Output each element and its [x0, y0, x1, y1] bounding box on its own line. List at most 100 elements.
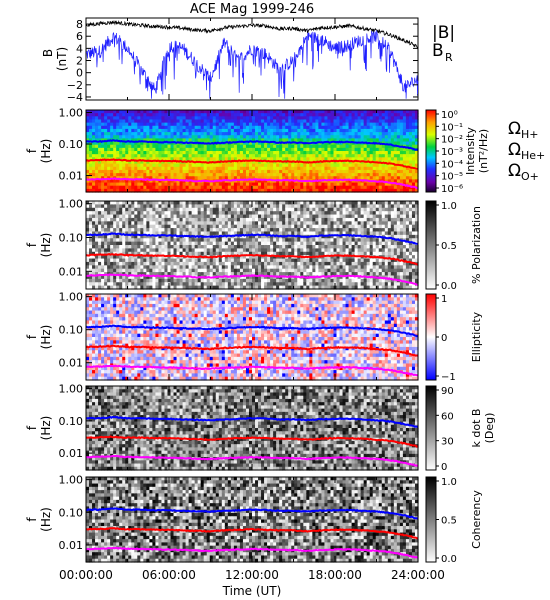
spectrogram-cell — [122, 179, 126, 184]
spectrogram-cell — [104, 160, 108, 165]
spectrogram-cell — [101, 122, 105, 127]
spectrogram-cell — [137, 119, 141, 124]
spectrogram-cell — [95, 128, 99, 133]
spectrogram-cell — [137, 125, 141, 130]
spectrogram-cell — [110, 135, 114, 139]
spectrogram-cell — [137, 147, 141, 152]
spectrogram-cell — [98, 125, 102, 130]
spectrogram-cell — [122, 151, 126, 155]
b-total-series-line — [85, 19, 419, 50]
spectrogram-cell — [92, 110, 96, 114]
spectrogram-cell — [89, 125, 93, 130]
spectrogram-cell — [137, 144, 141, 149]
spectrogram-cell — [113, 166, 117, 171]
spectrogram-cell — [131, 157, 135, 162]
spectrogram-cell — [95, 185, 99, 190]
spectrogram-cell — [119, 132, 123, 136]
spectrogram-cell — [95, 119, 99, 124]
spectrogram-cell — [128, 135, 132, 139]
y-tick-label: 0.10 — [59, 138, 84, 151]
spectrogram-cell — [104, 147, 108, 152]
spectrogram-cell — [101, 176, 105, 180]
spectrogram-cell — [98, 110, 102, 114]
spectrogram-cell — [110, 179, 114, 184]
spectrogram-cell — [137, 185, 141, 190]
spectrogram-cell — [113, 147, 117, 152]
spectrogram-cell — [125, 151, 129, 155]
spectrogram-cell — [140, 128, 144, 133]
spectrogram-cell — [92, 179, 96, 184]
spectrogram-cell — [116, 110, 120, 114]
panel-ylabel-unit: (Hz) — [39, 139, 53, 164]
spectrogram-cell — [110, 154, 114, 158]
spectrogram-cell — [134, 135, 138, 139]
legend-br: B — [432, 41, 444, 61]
spectrogram-cell — [95, 116, 99, 121]
spectrogram-cell — [98, 188, 102, 193]
spectrogram-cell — [110, 110, 114, 114]
spectrogram-cell — [95, 144, 99, 149]
spectrogram-cell — [104, 132, 108, 136]
spectrogram-cell — [104, 151, 108, 155]
spectrogram-cell — [119, 122, 123, 127]
spectrogram-cell — [95, 141, 99, 146]
spectrogram-cell — [113, 128, 117, 133]
spectrogram-cell — [86, 119, 90, 124]
spectrogram-cell — [140, 125, 144, 130]
spectrogram-cell — [122, 128, 126, 133]
spectrogram-cell — [110, 119, 114, 124]
spectrogram-cell — [131, 173, 135, 177]
spectrogram-cell — [134, 154, 138, 158]
spectrogram-cell — [98, 122, 102, 127]
spectrogram-cell — [101, 113, 105, 117]
spectrogram-cell — [107, 169, 111, 174]
spectrogram-cell — [128, 182, 132, 187]
chart-title: ACE Mag 1999-246 — [190, 2, 314, 17]
spectrogram-cell — [110, 116, 114, 121]
spectrogram-cell — [104, 122, 108, 127]
spectrogram-cell — [137, 132, 141, 136]
spectrogram-cell — [122, 119, 126, 124]
spectrogram-cell — [92, 160, 96, 165]
spectrogram-cell — [110, 113, 114, 117]
spectrogram-cell — [86, 160, 90, 165]
spectrogram-cell — [116, 147, 120, 152]
spectrogram-cell — [98, 135, 102, 139]
spectrogram-cell — [98, 179, 102, 184]
spectrogram-cell — [119, 141, 123, 146]
spectrogram-cell — [116, 135, 120, 139]
spectrogram-cell — [110, 122, 114, 127]
spectrogram-cell — [137, 110, 141, 114]
spectrogram-cell — [95, 163, 99, 168]
spectrogram-cell — [89, 128, 93, 133]
spectrogram-cell — [92, 122, 96, 127]
spectrogram-cell — [89, 151, 93, 155]
spectrogram-cell — [104, 116, 108, 121]
y-tick-label: 8 — [76, 18, 83, 31]
y-tick-label: −2 — [67, 79, 83, 92]
spectrogram-cell — [89, 163, 93, 168]
spectrogram-cell — [101, 188, 105, 193]
spectrogram-cell — [116, 154, 120, 158]
br-series-line — [85, 29, 419, 99]
spectrogram-cell — [128, 141, 132, 146]
spectrogram-cell — [101, 163, 105, 168]
spectrogram-cell — [128, 157, 132, 162]
spectrogram-cell — [131, 116, 135, 121]
spectrogram-cell — [113, 144, 117, 149]
spectrogram-cell — [98, 144, 102, 149]
spectrogram-cell — [98, 182, 102, 187]
spectrogram-cell — [107, 173, 111, 177]
spectrogram-cell — [131, 169, 135, 174]
spectrogram-cell — [134, 122, 138, 127]
spectrogram-cell — [134, 182, 138, 187]
spectrogram-cell — [107, 122, 111, 127]
spectrogram-cell — [104, 110, 108, 114]
spectrogram-cell — [101, 160, 105, 165]
spectrogram-cell — [113, 160, 117, 165]
spectrogram-cell — [113, 179, 117, 184]
spectrogram-cell — [128, 128, 132, 133]
spectrogram-cell — [131, 179, 135, 184]
spectrogram-cell — [128, 122, 132, 127]
spectrogram-cell — [116, 128, 120, 133]
